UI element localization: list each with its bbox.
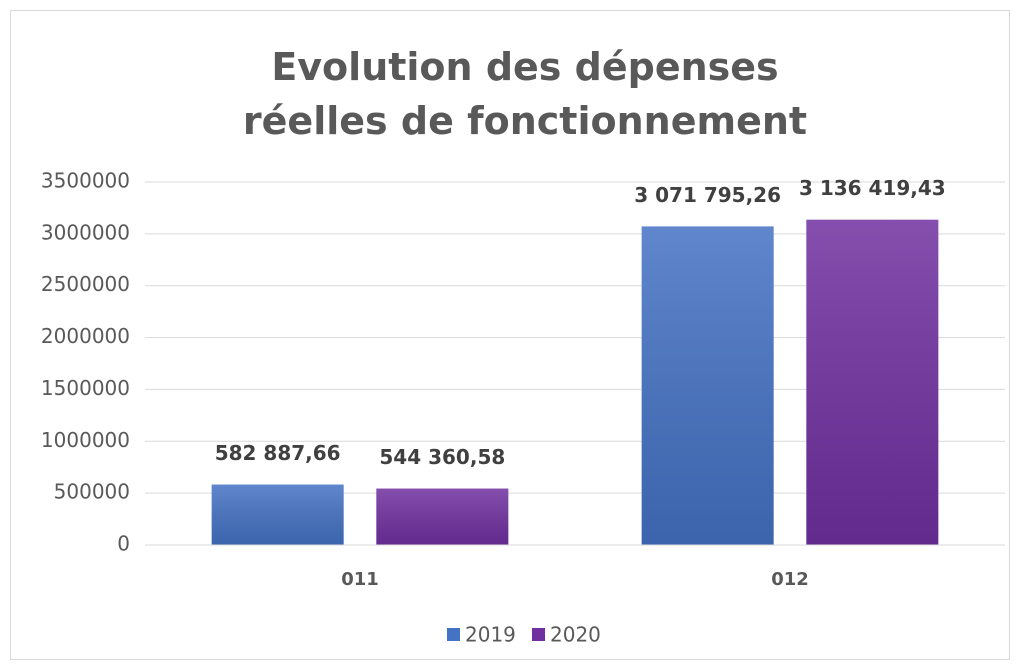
bar-shade xyxy=(376,488,509,545)
y-tick-label: 0 xyxy=(117,532,130,556)
y-tick-label: 3000000 xyxy=(41,220,130,244)
legend-label: 2019 xyxy=(465,623,516,647)
value-label: 544 360,58 xyxy=(379,445,505,469)
legend-swatch xyxy=(532,628,545,641)
y-tick-label: 1500000 xyxy=(41,376,130,400)
value-label: 582 887,66 xyxy=(215,441,341,465)
legend-label: 2020 xyxy=(550,623,601,647)
chart-frame xyxy=(10,10,1010,660)
y-tick-label: 500000 xyxy=(54,480,130,504)
x-tick-label: 011 xyxy=(341,569,379,590)
legend-swatch xyxy=(447,628,460,641)
bar-shade xyxy=(806,219,939,545)
y-tick-label: 3500000 xyxy=(41,169,130,193)
bar-shade xyxy=(211,484,344,545)
x-tick-label: 012 xyxy=(771,569,809,590)
value-label: 3 136 419,43 xyxy=(799,176,946,200)
y-tick-label: 2000000 xyxy=(41,324,130,348)
bar-shade xyxy=(641,226,774,545)
chart-title: Evolution des dépenses réelles de foncti… xyxy=(242,45,808,143)
value-label: 3 071 795,26 xyxy=(634,183,781,207)
y-tick-label: 1000000 xyxy=(41,428,130,452)
y-tick-label: 2500000 xyxy=(41,272,130,296)
